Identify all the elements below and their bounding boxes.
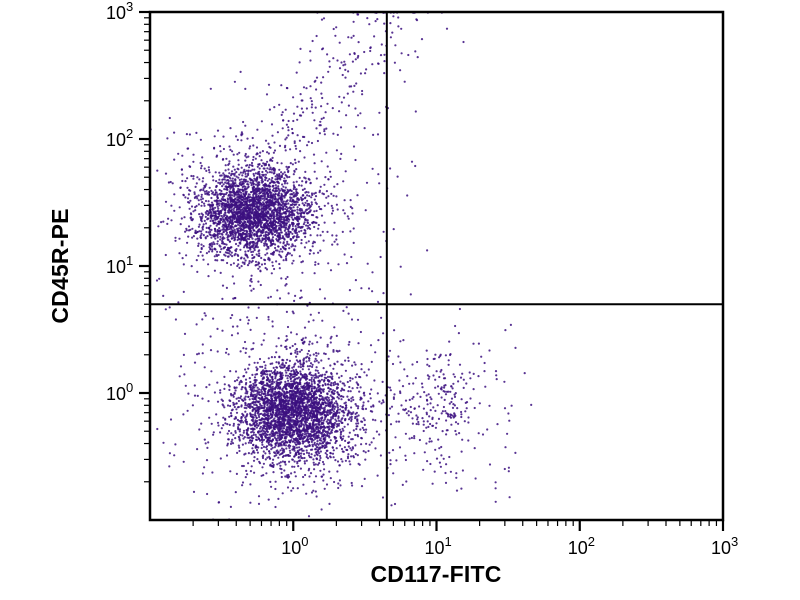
- plot-frame: [148, 10, 725, 522]
- tick-label: 102: [568, 534, 595, 558]
- tick-label: 102: [106, 126, 133, 150]
- x-axis-label: CD117-FITC: [370, 561, 501, 587]
- tick-label: 103: [711, 534, 738, 558]
- quadrant-gate-lines: [150, 12, 723, 520]
- axes: 100 101 102 103 100 101 102 103: [106, 0, 738, 558]
- tick-label: 103: [106, 0, 133, 23]
- tick-label: 100: [106, 380, 133, 404]
- tick-label: 101: [425, 534, 452, 558]
- y-axis-label: CD45R-PE: [47, 208, 73, 323]
- tick-label: 100: [281, 534, 308, 558]
- scatter-points: [149, 11, 533, 521]
- tick-label: 101: [106, 253, 133, 277]
